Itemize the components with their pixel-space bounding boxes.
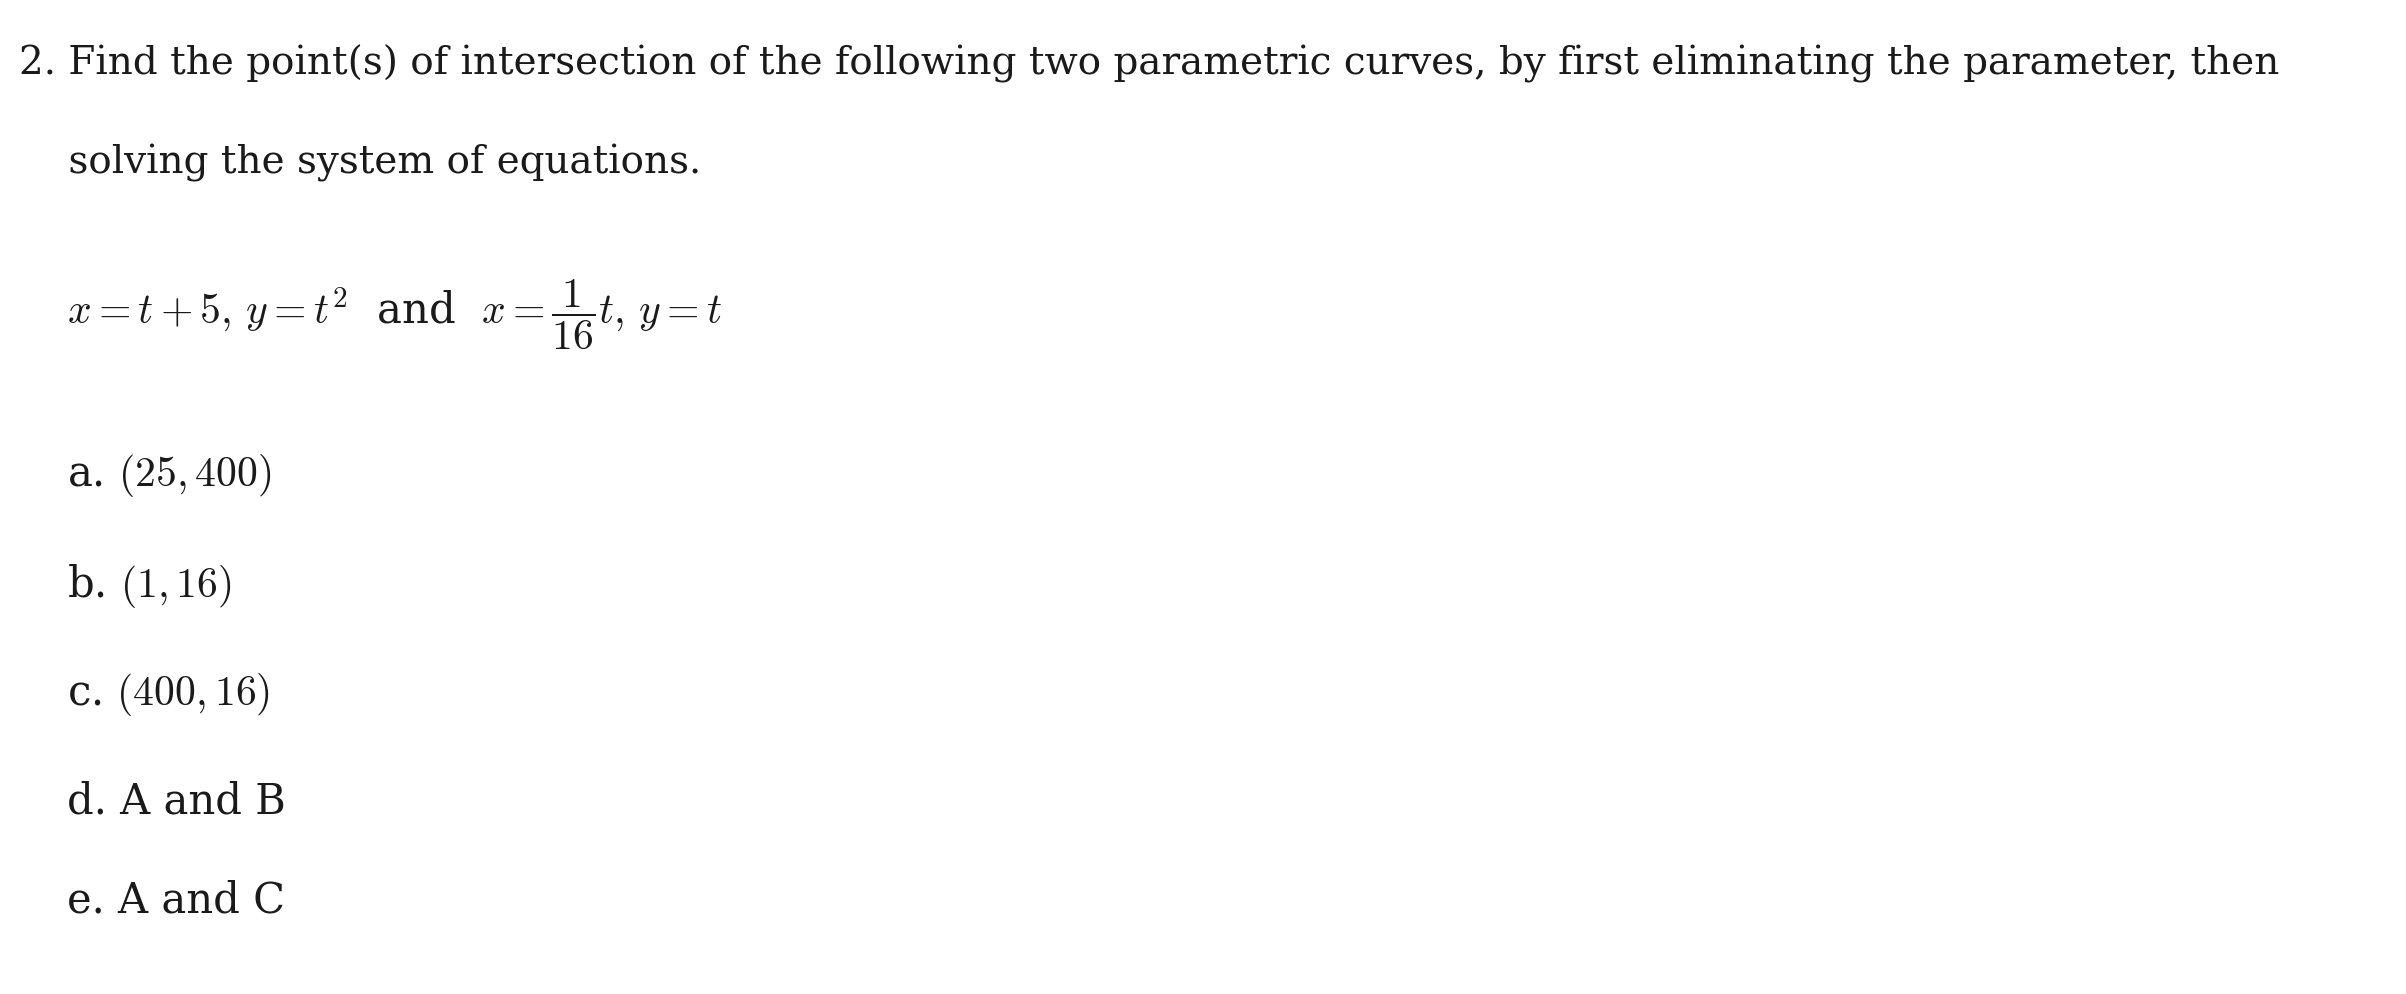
Text: a. $(25, 400)$: a. $(25, 400)$ <box>67 452 272 499</box>
Text: d. A and B: d. A and B <box>67 780 286 822</box>
Text: c. $(400, 16)$: c. $(400, 16)$ <box>67 671 269 718</box>
Text: e. A and C: e. A and C <box>67 880 286 921</box>
Text: $x = t + 5,\, y = t^2$  and  $x = \dfrac{1}{16}t,\, y = t$: $x = t + 5,\, y = t^2$ and $x = \dfrac{1… <box>67 278 722 352</box>
Text: solving the system of equations.: solving the system of equations. <box>19 144 703 182</box>
Text: b. $(1, 16)$: b. $(1, 16)$ <box>67 562 231 609</box>
Text: 2. Find the point(s) of intersection of the following two parametric curves, by : 2. Find the point(s) of intersection of … <box>19 45 2278 83</box>
